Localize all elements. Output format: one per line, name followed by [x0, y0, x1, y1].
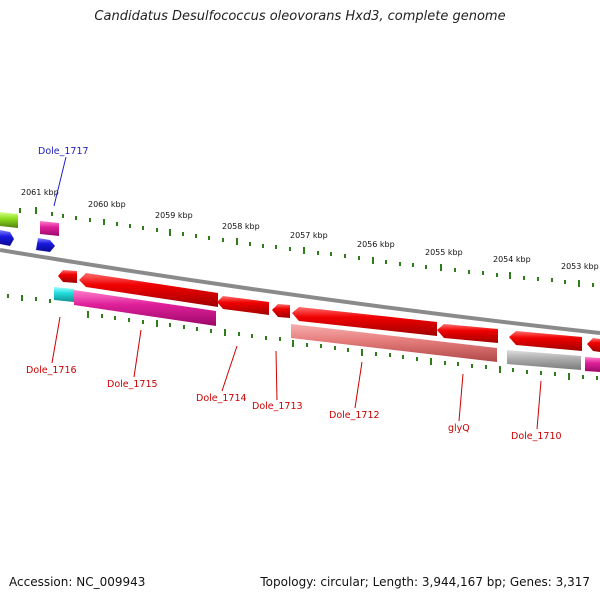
feature-cyan[interactable]	[54, 287, 74, 302]
kbp-label-2055: 2055 kbp	[425, 248, 463, 257]
leader-glyq	[458, 373, 464, 422]
gene-dole-1712[interactable]	[292, 307, 437, 336]
feature-pink-edge[interactable]	[585, 357, 600, 372]
gene-dole-1714[interactable]	[217, 296, 269, 315]
kbp-label-2061: 2061 kbp	[21, 188, 59, 197]
kbp-label-2059: 2059 kbp	[155, 211, 193, 220]
gene-red-edge[interactable]	[587, 338, 600, 352]
kbp-label-2057: 2057 kbp	[290, 231, 328, 240]
gene-dole-1713[interactable]	[272, 304, 290, 318]
leader-dole-1717	[53, 156, 67, 207]
leader-dole-1712	[354, 361, 363, 409]
gene-label-glyq[interactable]: glyQ	[448, 423, 470, 434]
feature-dole-1715-pink[interactable]	[74, 290, 216, 326]
accession-text: Accession: NC_009943	[9, 575, 146, 589]
gene-block-lime[interactable]	[0, 212, 18, 228]
gene-label-dole-1713[interactable]: Dole_1713	[252, 401, 303, 412]
gene-label-dole-1717[interactable]: Dole_1717	[38, 146, 89, 157]
feature-dole-1710-gray[interactable]	[507, 350, 581, 370]
gene-label-dole-1712[interactable]: Dole_1712	[329, 410, 380, 421]
leader-dole-1716	[51, 316, 61, 364]
kbp-label-2056: 2056 kbp	[357, 240, 395, 249]
leader-dole-1714	[221, 345, 238, 392]
gene-dole-1710[interactable]	[509, 331, 582, 351]
leader-dole-1715	[133, 329, 142, 378]
gene-arrow-blue-right[interactable]	[36, 238, 55, 252]
gene-dole-1715[interactable]	[79, 273, 218, 307]
gene-label-dole-1714[interactable]: Dole_1714	[196, 393, 247, 404]
kbp-label-2060: 2060 kbp	[88, 200, 126, 209]
gene-label-dole-1716[interactable]: Dole_1716	[26, 365, 77, 376]
topology-text: Topology: circular; Length: 3,944,167 bp…	[260, 575, 590, 589]
gene-arrow-blue-left[interactable]	[0, 230, 14, 246]
upper-tick-row	[19, 207, 594, 287]
feature-dole-1712-salmon[interactable]	[291, 324, 497, 362]
leader-dole-1713	[275, 350, 278, 401]
gene-label-dole-1710[interactable]: Dole_1710	[511, 431, 562, 442]
gene-block-dole-1717[interactable]	[40, 221, 59, 236]
leader-dole-1710	[536, 380, 542, 430]
gene-label-dole-1715[interactable]: Dole_1715	[107, 379, 158, 390]
kbp-label-2058: 2058 kbp	[222, 222, 260, 231]
kbp-label-2054: 2054 kbp	[493, 255, 531, 264]
lower-tick-row	[7, 294, 598, 380]
gene-dole-1716[interactable]	[58, 270, 77, 283]
page-title: Candidatus Desulfococcus oleovorans Hxd3…	[94, 9, 506, 24]
gene-glyq[interactable]	[437, 324, 498, 343]
kbp-label-2053: 2053 kbp	[561, 262, 599, 271]
genome-backbone	[0, 248, 600, 335]
